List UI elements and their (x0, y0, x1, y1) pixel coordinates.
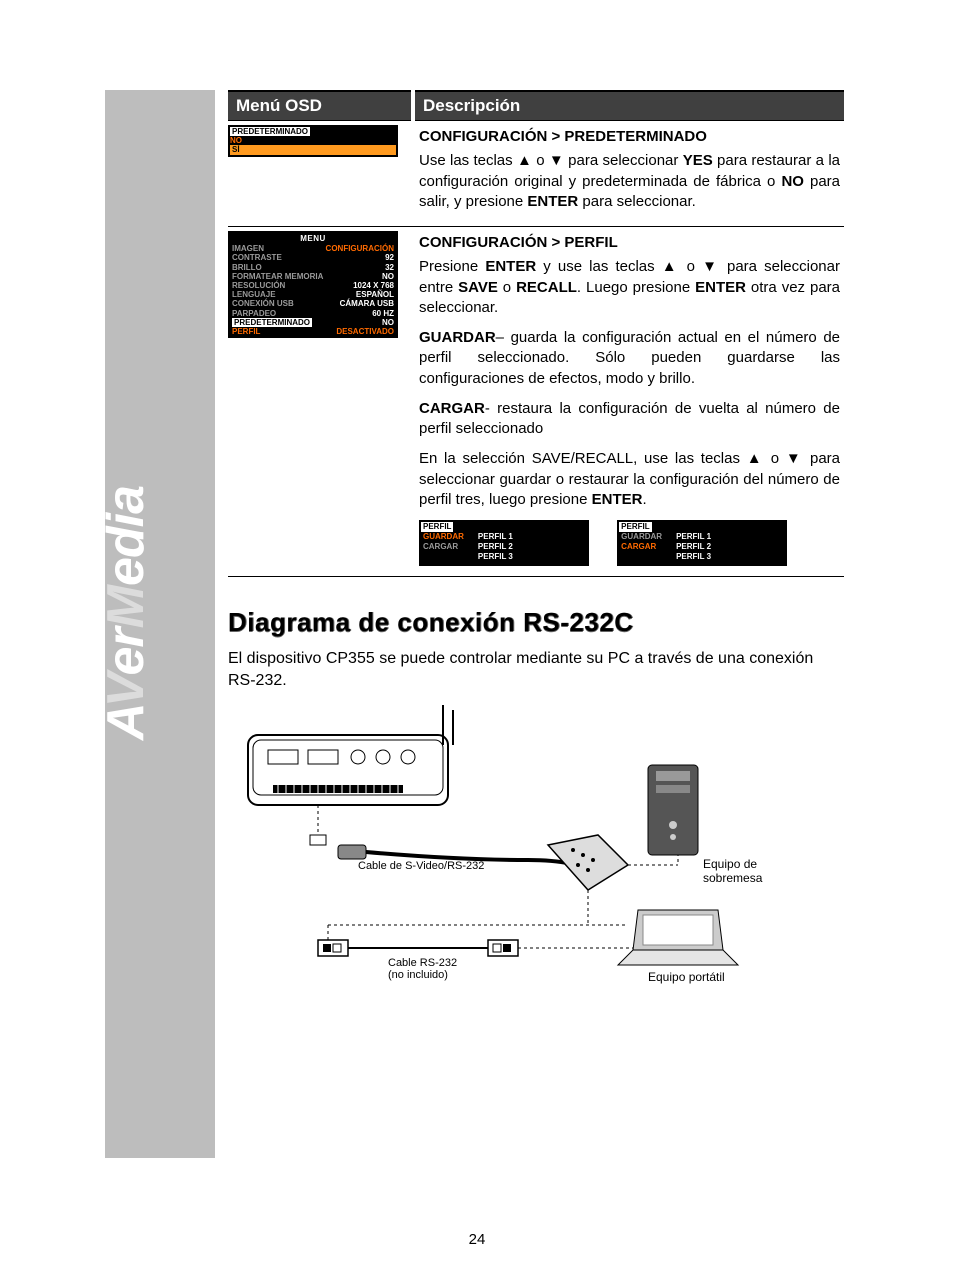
page-content: Menú OSD Descripción PREDETERMINADO NO S… (228, 90, 844, 995)
osd-table: Menú OSD Descripción PREDETERMINADO NO S… (228, 90, 844, 577)
osd-menu-title: MENU (230, 233, 396, 244)
osd-tab-left: IMAGEN (232, 244, 264, 253)
th-desc: Descripción (413, 91, 844, 121)
desc-title-2: CONFIGURACIÓN > PERFIL (419, 233, 840, 253)
osd-opt-no: NO (230, 136, 396, 145)
desc-cell-1: CONFIGURACIÓN > PREDETERMINADO Use las t… (413, 121, 844, 227)
desc2-p4: En la selección SAVE/RECALL, use las tec… (419, 449, 840, 510)
lbl-desktop2: sobremesa (703, 871, 762, 885)
osd-header: PREDETERMINADO (230, 127, 310, 136)
section-intro: El dispositivo CP355 se puede controlar … (228, 648, 844, 691)
osd-tab-right: CONFIGURACIÓN (326, 244, 394, 253)
desc-p1: Use las teclas ▲ o ▼ para seleccionar YE… (419, 151, 840, 212)
lbl-rs232: Cable RS-232 (388, 957, 457, 969)
osd-cell-2: MENU IMAGEN CONFIGURACIÓN CONTRASTE92BRI… (228, 227, 413, 577)
connection-diagram: Cable de S-Video/RS-232 Cable RS-232 (no… (228, 705, 758, 995)
osd-config-menu: MENU IMAGEN CONFIGURACIÓN CONTRASTE92BRI… (228, 231, 398, 338)
desc-title-1: CONFIGURACIÓN > PREDETERMINADO (419, 127, 840, 147)
lbl-notincl: (no incluido) (388, 969, 448, 981)
page-number: 24 (0, 1231, 954, 1248)
perfil-box-2: PERFIL GUARDAR CARGAR PERFIL 1 PERFIL 2 … (617, 520, 787, 566)
lbl-desktop1: Equipo de (703, 857, 757, 871)
desc-cell-2: CONFIGURACIÓN > PERFIL Presione ENTER y … (413, 227, 844, 577)
lbl-svideo: Cable de S-Video/RS-232 (358, 860, 484, 872)
perfil-boxes: PERFIL GUARDAR CARGAR PERFIL 1 PERFIL 2 … (419, 520, 840, 566)
osd-opt-si: SÍ (230, 145, 396, 154)
desc2-p3: CARGAR- restaura la configuración de vue… (419, 399, 840, 440)
desc2-p1: Presione ENTER y use las teclas ▲ o ▼ pa… (419, 257, 840, 318)
perfil-box-1: PERFIL GUARDAR CARGAR PERFIL 1 PERFIL 2 … (419, 520, 589, 566)
osd-cell-1: PREDETERMINADO NO SÍ (228, 121, 413, 227)
th-menu: Menú OSD (228, 91, 413, 121)
lbl-laptop: Equipo portátil (648, 970, 725, 984)
desc2-p2: GUARDAR– guarda la configuración actual … (419, 328, 840, 389)
section-heading: Diagrama de conexión RS-232C (228, 607, 844, 638)
osd-predeterminado: PREDETERMINADO NO SÍ (228, 125, 398, 157)
